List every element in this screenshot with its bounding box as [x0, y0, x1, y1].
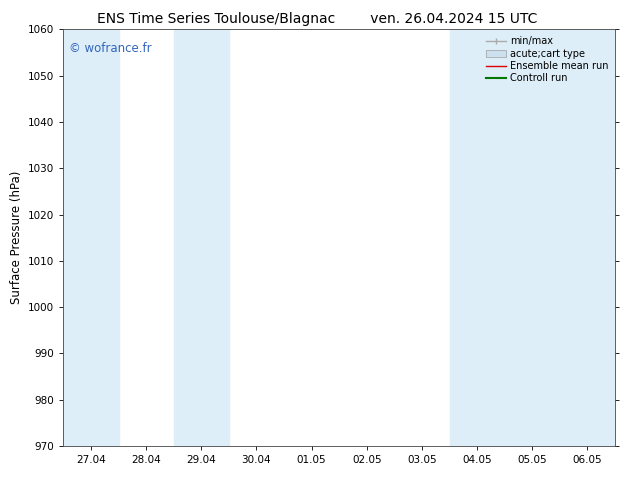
- Title: ENS Time Series Toulouse/Blagnac     ven. 26.04.2024 15 UTC: ENS Time Series Toulouse/Blagnac ven. 26…: [0, 489, 1, 490]
- Text: ENS Time Series Toulouse/Blagnac        ven. 26.04.2024 15 UTC: ENS Time Series Toulouse/Blagnac ven. 26…: [97, 12, 537, 26]
- Bar: [560, 29, 615, 446]
- Bar: [450, 29, 505, 446]
- Y-axis label: Surface Pressure (hPa): Surface Pressure (hPa): [10, 171, 23, 304]
- Bar: [174, 29, 229, 446]
- Bar: [63, 29, 119, 446]
- Text: © wofrance.fr: © wofrance.fr: [69, 42, 152, 55]
- Legend: min/max, acute;cart type, Ensemble mean run, Controll run: min/max, acute;cart type, Ensemble mean …: [484, 34, 610, 85]
- Bar: [505, 29, 560, 446]
